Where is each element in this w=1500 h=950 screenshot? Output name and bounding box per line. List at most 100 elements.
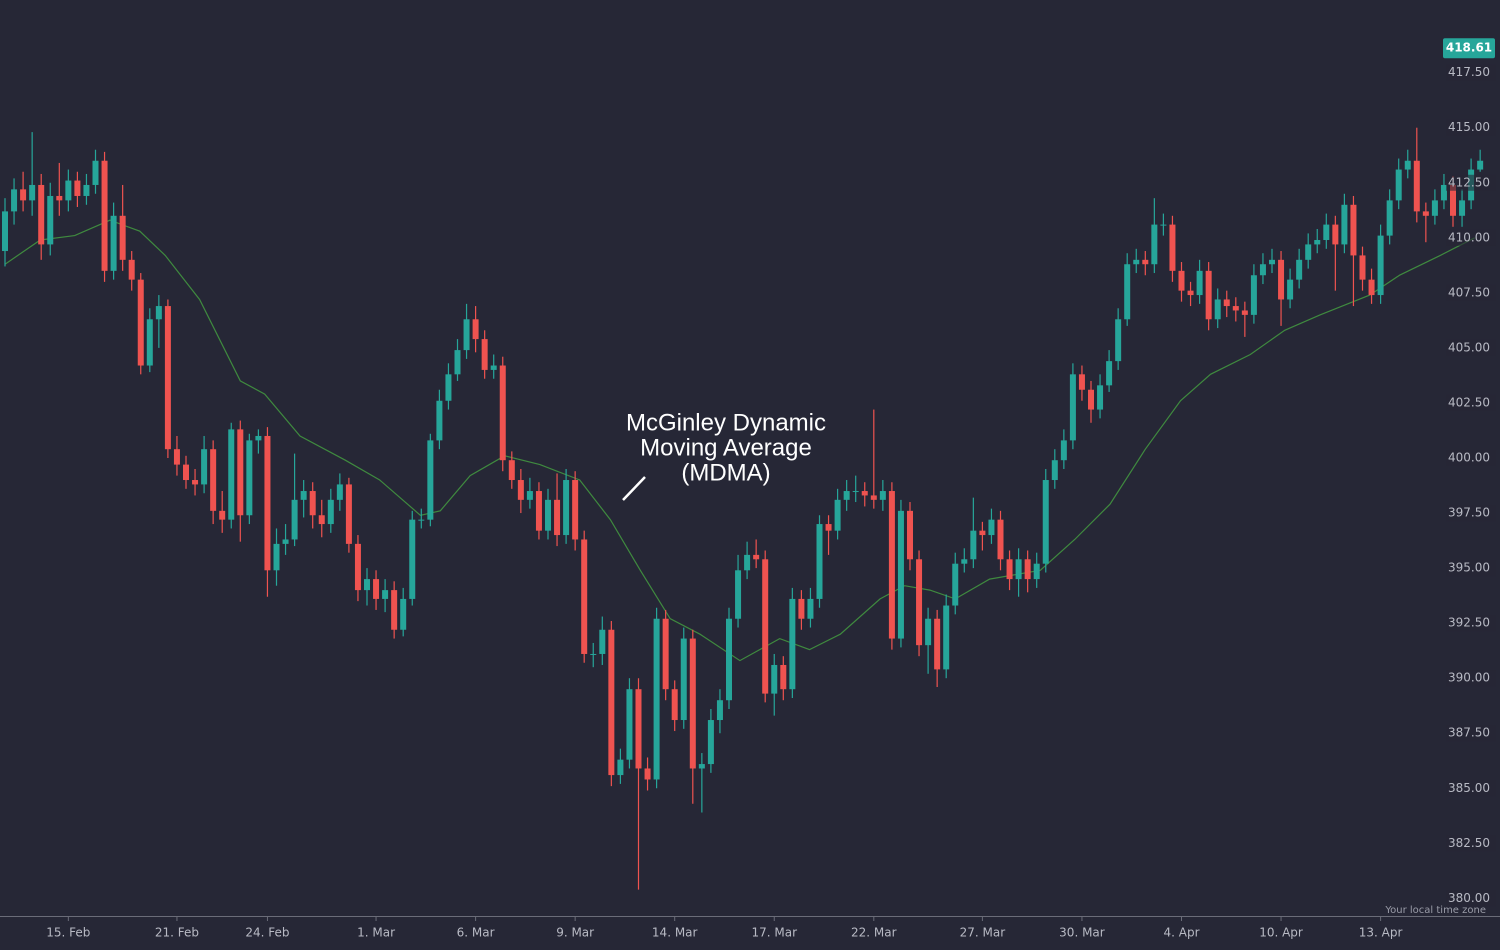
candle-body [1069, 374, 1076, 441]
candle-body [554, 499, 561, 536]
candle-body [1097, 385, 1104, 410]
candle-body [1477, 160, 1484, 170]
last-price-tag [1443, 38, 1495, 59]
candle-body [65, 180, 72, 201]
candle-body [300, 491, 307, 500]
candle-body [1033, 563, 1040, 580]
candle-body [454, 350, 461, 375]
candle-body [11, 189, 18, 212]
candle-body [472, 319, 479, 340]
candle-body [210, 449, 217, 511]
y-tick-label: 397.50 [1448, 506, 1490, 520]
candle-body [1241, 310, 1248, 315]
candle-body [101, 160, 108, 271]
candle-body [1269, 259, 1275, 265]
candle-body [1422, 211, 1429, 216]
candle-body [282, 539, 289, 544]
candle-body [1205, 270, 1212, 320]
y-tick-label: 410.00 [1448, 230, 1490, 244]
candle-body [916, 559, 923, 646]
x-tick-label: 1. Mar [357, 926, 395, 940]
candle-body [364, 579, 370, 591]
y-tick-backdrop [1446, 505, 1496, 522]
annotation-pointer [622, 476, 646, 501]
x-tick-label: 30. Mar [1059, 926, 1105, 940]
candle-body [29, 184, 36, 201]
candle-body [1006, 559, 1013, 580]
candle-body [517, 480, 524, 500]
candle-body [707, 720, 714, 765]
candle-body [20, 189, 27, 201]
candle-body [1051, 460, 1058, 481]
candle-body [1187, 290, 1194, 296]
candle-body [146, 319, 153, 366]
candle-body [952, 563, 959, 606]
candle-body [92, 160, 99, 185]
x-tick-label: 4. Apr [1163, 926, 1199, 940]
candle-body [1413, 160, 1420, 212]
candle-body [1341, 204, 1348, 245]
candle-body [119, 215, 126, 260]
y-tick-backdrop [1446, 450, 1496, 466]
x-tick-label: 13. Apr [1359, 926, 1403, 940]
candle-body [1124, 264, 1131, 320]
candle-body [907, 510, 913, 560]
candle-body [545, 499, 551, 531]
y-tick-backdrop [1446, 229, 1496, 246]
candle-body [1350, 204, 1357, 256]
candle-body [1088, 389, 1094, 410]
y-tick-label: 412.50 [1448, 175, 1490, 189]
candle-body [38, 184, 45, 245]
y-tick-label: 400.00 [1448, 451, 1490, 465]
candle-body [925, 618, 932, 646]
candle-body [1314, 240, 1321, 245]
candle-body [354, 543, 361, 591]
candle-body [1223, 299, 1230, 307]
candle-body [1106, 361, 1113, 386]
y-tick-backdrop [1446, 725, 1496, 742]
y-tick-backdrop [1446, 394, 1496, 411]
candle-body [400, 598, 407, 630]
candle-body [490, 365, 497, 370]
candle-body [762, 559, 769, 694]
candle-body [1278, 259, 1285, 300]
y-tick-backdrop [1446, 339, 1496, 356]
candle-body [1151, 224, 1158, 265]
candle-body [345, 484, 352, 544]
candle-body [979, 530, 986, 536]
candle-body [599, 629, 606, 654]
candle-body [798, 598, 805, 619]
candle-body [753, 554, 760, 560]
candle-body [155, 306, 162, 320]
y-tick-label: 385.00 [1448, 781, 1490, 795]
candle-body [590, 653, 597, 655]
candle-body [834, 499, 841, 531]
candle-body [1169, 224, 1176, 271]
y-tick-label: 380.00 [1448, 891, 1490, 905]
candle-body [264, 435, 271, 571]
x-tick-label: 17. Mar [751, 926, 797, 940]
annotation: (MDMA) [681, 459, 770, 486]
candle-body [83, 184, 90, 196]
y-tick-backdrop [1446, 119, 1496, 136]
candle-body [1214, 299, 1221, 320]
candle-body [463, 319, 470, 351]
candle-body [137, 279, 144, 366]
candle-body [780, 664, 787, 690]
candle-body [653, 618, 660, 780]
candle-body [888, 491, 895, 639]
candle-body [336, 484, 343, 500]
candle-body [1440, 184, 1447, 201]
annotation: McGinley Dynamic [626, 409, 826, 436]
candle-body [644, 768, 651, 780]
y-tick-backdrop [1446, 560, 1496, 577]
candle-body [671, 689, 678, 721]
candle-body [508, 460, 515, 481]
candle-body [183, 464, 189, 481]
candle-body [1259, 264, 1266, 276]
candle-body [897, 510, 904, 639]
candle-body [771, 664, 778, 694]
y-tick-label: 387.50 [1448, 726, 1490, 740]
candle-body [1287, 279, 1294, 300]
